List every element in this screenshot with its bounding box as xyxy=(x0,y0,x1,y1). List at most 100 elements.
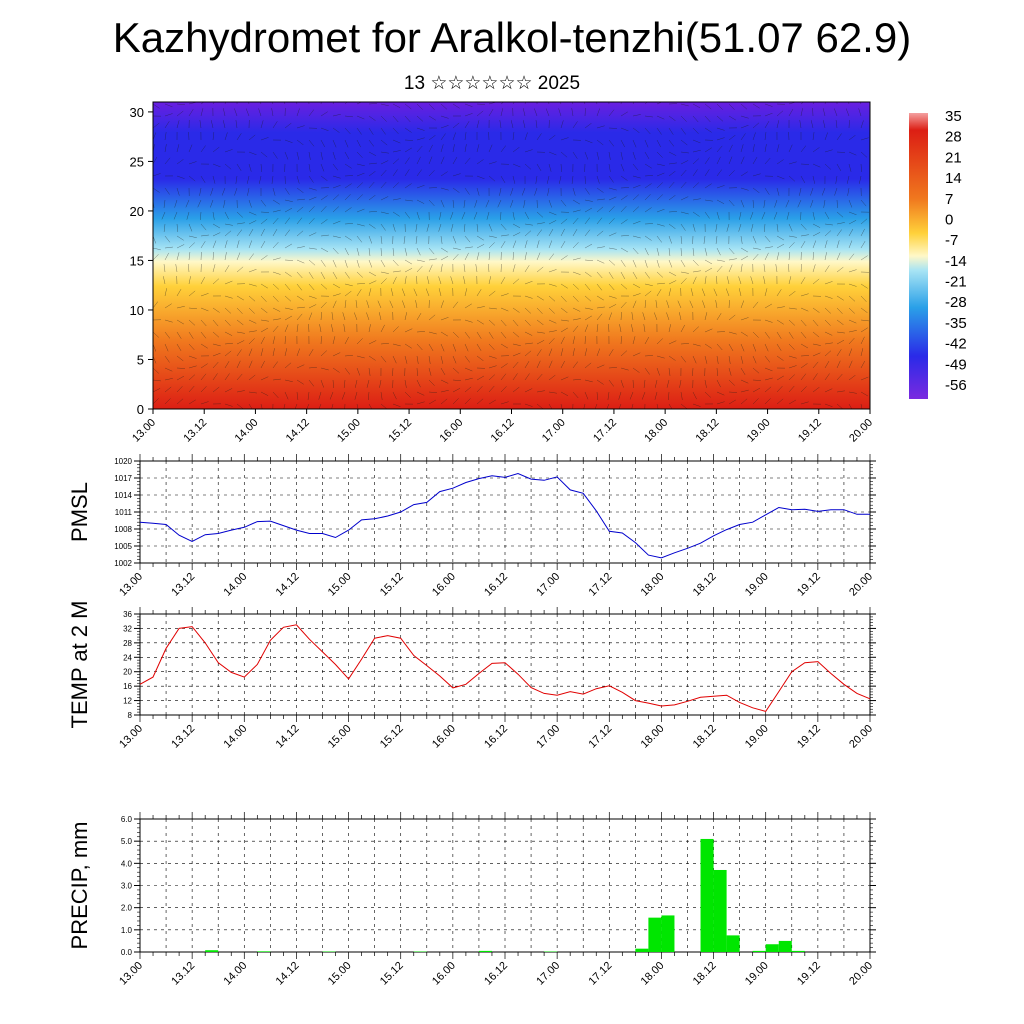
heatmap-x-tick-label: 16.00 xyxy=(437,417,465,445)
heatmap-x-tick-label: 19.12 xyxy=(796,417,824,445)
pmsl-y-tick-label: 1002 xyxy=(114,559,132,568)
precip-y-tick-label: 6.0 xyxy=(121,815,133,824)
temp-series-line xyxy=(139,624,871,712)
heatmap-x-tick-label: 18.12 xyxy=(694,417,722,445)
temp-x-tick-label: 16.12 xyxy=(482,723,510,751)
pmsl-y-tick-label: 1017 xyxy=(114,474,132,483)
heatmap-x-tick-label: 13.00 xyxy=(130,417,158,445)
temp-panel: 8 12 16 20 24 28 32 36 13.00 13.12 14.00 14.12 15.00… xyxy=(67,601,876,751)
heatmap-x-tick-label: 14.00 xyxy=(233,417,261,445)
pmsl-axis-label: PMSL xyxy=(67,482,92,542)
temp-y-tick-label: 20 xyxy=(123,668,132,677)
precip-y-tick-label: 2.0 xyxy=(121,904,133,913)
precip-y-tick-label: 3.0 xyxy=(121,882,133,891)
temp-y-tick-label: 24 xyxy=(123,653,132,662)
precip-bar xyxy=(478,950,492,952)
temp-x-tick-label: 19.12 xyxy=(795,723,823,751)
heatmap-x-tick-label: 19.00 xyxy=(745,417,773,445)
precip-bar xyxy=(713,869,727,952)
heatmap-y-tick-label: 25 xyxy=(130,154,144,169)
precip-bar xyxy=(765,944,779,952)
temp-y-tick-label: 16 xyxy=(123,682,132,691)
chart-subtitle: 13 ☆☆☆☆☆☆ 2025 xyxy=(403,73,581,94)
pmsl-y-tick-label: 1020 xyxy=(114,457,132,466)
precip-y-tick-label: 0.0 xyxy=(121,948,133,957)
pmsl-y-tick-label: 1008 xyxy=(114,525,132,534)
temp-x-tick-label: 19.00 xyxy=(743,723,771,751)
heatmap-y-tick-label: 10 xyxy=(130,303,144,318)
heatmap-y-tick-label: 5 xyxy=(137,352,144,367)
pmsl-x-tick-label: 20.00 xyxy=(847,571,875,599)
heatmap-x-tick-label: 18.00 xyxy=(642,417,670,445)
pmsl-x-tick-label: 17.00 xyxy=(534,571,562,599)
temp-x-tick-label: 13.12 xyxy=(169,723,197,751)
heatmap-x-tick-label: 14.12 xyxy=(284,417,312,445)
pmsl-x-tick-label: 17.12 xyxy=(586,571,614,599)
pmsl-y-tick-label: 1011 xyxy=(115,508,133,517)
colorbar-label: 21 xyxy=(945,149,962,166)
pmsl-x-tick-label: 18.00 xyxy=(639,571,667,599)
heatmap-field xyxy=(153,102,870,409)
pmsl-grid xyxy=(140,460,870,564)
colorbar-label: -42 xyxy=(945,336,967,353)
temp-x-tick-label: 14.12 xyxy=(274,723,302,751)
temp-axis-label: TEMP at 2 M xyxy=(67,601,92,729)
precip-bar xyxy=(752,950,766,952)
temp-x-tick-label: 18.00 xyxy=(639,723,667,751)
heatmap-y-tick-label: 15 xyxy=(130,253,144,268)
colorbar-label: 28 xyxy=(945,129,962,146)
colorbar-label: 0 xyxy=(945,211,953,228)
temp-x-tick-label: 14.00 xyxy=(221,723,249,751)
precip-x-tick-label: 19.00 xyxy=(743,960,771,988)
precip-bar xyxy=(257,951,271,952)
temp-grid xyxy=(140,613,870,716)
heatmap-x-tick-label: 15.12 xyxy=(386,417,414,445)
heatmap-y-tick-label: 0 xyxy=(137,402,144,417)
temp-x-tick-label: 13.00 xyxy=(117,723,145,751)
pmsl-x-tick-label: 18.12 xyxy=(691,571,719,599)
heatmap-x-tick-label: 17.12 xyxy=(591,417,619,445)
heatmap-x-tick-label: 16.12 xyxy=(489,417,517,445)
precip-y-tick-label: 4.0 xyxy=(121,859,133,868)
precip-y-tick-label: 1.0 xyxy=(121,926,133,935)
chart-title: Kazhydromet for Aralkol-tenzhi(51.07 62.… xyxy=(112,14,912,61)
pmsl-x-tick-label: 16.00 xyxy=(430,571,458,599)
colorbar-label: -14 xyxy=(945,253,967,270)
precip-x-tick-label: 19.12 xyxy=(795,960,823,988)
colorbar-label: -21 xyxy=(945,274,967,291)
precip-x-tick-label: 16.00 xyxy=(430,960,458,988)
heatmap-x-tick-label: 15.00 xyxy=(335,417,363,445)
temp-x-tick-label: 15.00 xyxy=(326,723,354,751)
pmsl-x-tick-label: 14.12 xyxy=(274,571,302,599)
colorbar-label: -7 xyxy=(945,232,958,249)
precip-x-tick-label: 17.00 xyxy=(534,960,562,988)
precip-x-tick-label: 14.12 xyxy=(274,960,302,988)
precip-bar xyxy=(205,950,219,952)
precip-x-tick-label: 14.00 xyxy=(221,960,249,988)
precip-x-tick-label: 18.12 xyxy=(691,960,719,988)
precip-bar xyxy=(661,915,675,952)
temp-y-tick-label: 36 xyxy=(123,610,132,619)
colorbar-label: 35 xyxy=(945,108,962,125)
pmsl-x-tick-label: 14.00 xyxy=(221,571,249,599)
heatmap-y-tick-label: 20 xyxy=(130,204,144,219)
precip-bar xyxy=(700,838,714,952)
precip-panel: 0.0 1.0 2.0 3.0 4.0 5.0 6.0 13.00 13.12 14.00 14.1… xyxy=(67,812,876,988)
pmsl-y-tick-label: 1014 xyxy=(114,491,132,500)
precip-x-tick-label: 15.12 xyxy=(378,960,406,988)
pmsl-series-line xyxy=(139,472,870,559)
colorbar-label: -49 xyxy=(945,356,967,373)
precip-x-tick-label: 17.12 xyxy=(586,960,614,988)
heatmap-y-tick-label: 30 xyxy=(130,105,144,120)
precip-grid xyxy=(140,818,870,953)
temp-x-tick-label: 17.00 xyxy=(534,723,562,751)
colorbar xyxy=(909,113,928,399)
pmsl-x-tick-label: 13.12 xyxy=(169,571,197,599)
pmsl-x-tick-label: 15.00 xyxy=(326,571,354,599)
precip-y-tick-label: 5.0 xyxy=(121,837,133,846)
precip-x-tick-label: 16.12 xyxy=(482,960,510,988)
precip-bar xyxy=(635,948,649,952)
precip-axis-label: PRECIP, mm xyxy=(67,822,92,950)
colorbar-label: -56 xyxy=(945,377,967,394)
